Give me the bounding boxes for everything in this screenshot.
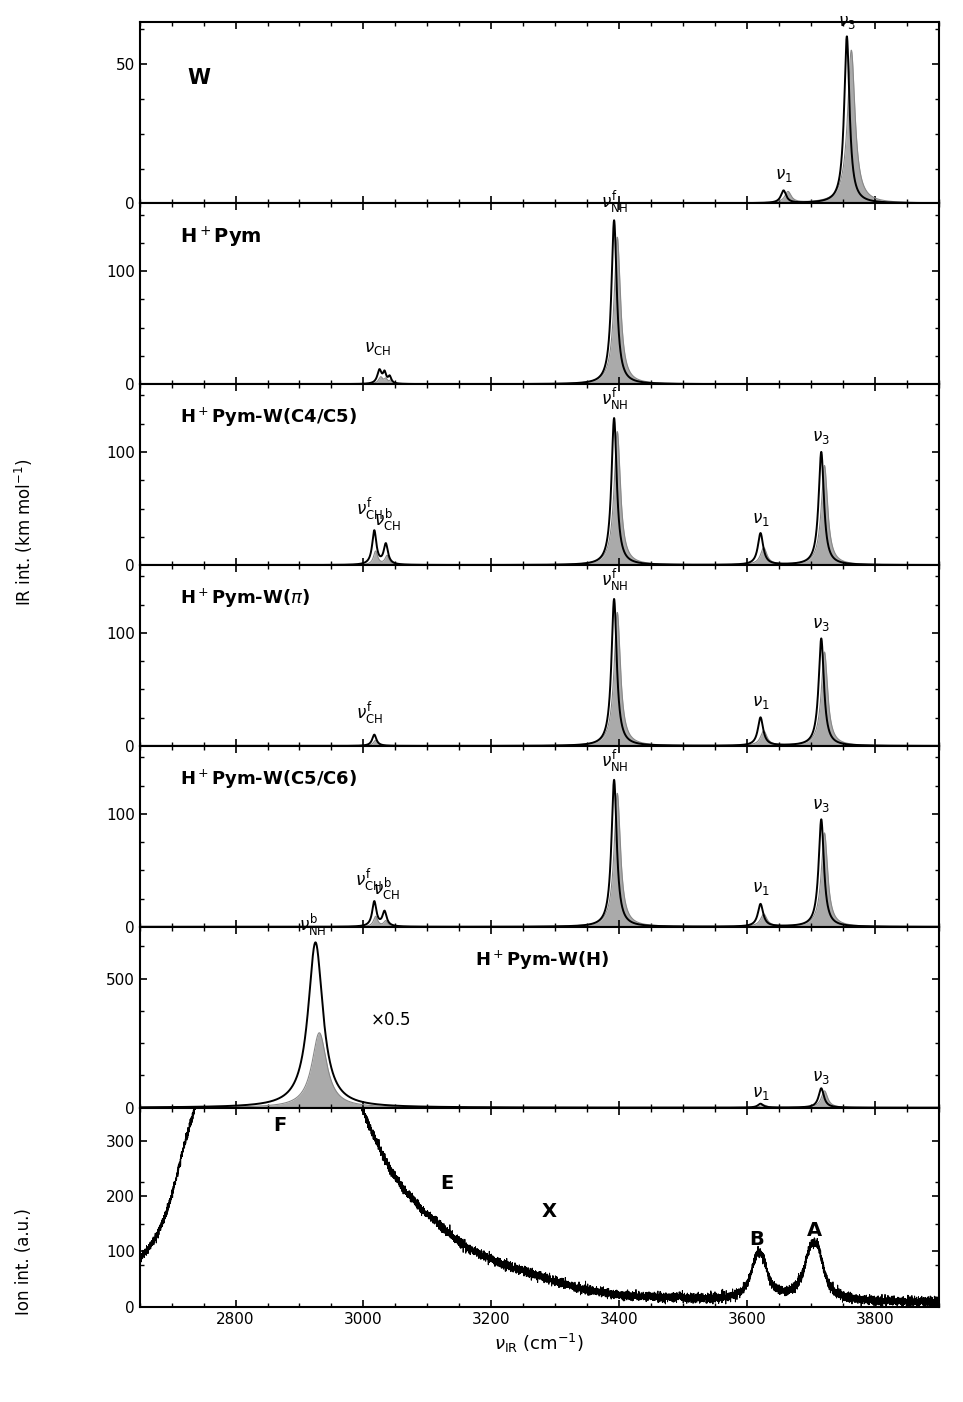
Text: $\nu^{\mathrm{b}}_{\mathrm{CH}}$: $\nu^{\mathrm{b}}_{\mathrm{CH}}$: [373, 876, 400, 901]
Text: E: E: [440, 1175, 454, 1193]
Text: $\times$0.5: $\times$0.5: [370, 1011, 410, 1029]
Text: H$^+$Pym-W(C4/C5): H$^+$Pym-W(C4/C5): [180, 407, 357, 429]
Text: $\nu_1$: $\nu_1$: [752, 1084, 769, 1102]
Text: A: A: [807, 1221, 821, 1241]
Text: H$^+$Pym-W(H): H$^+$Pym-W(H): [476, 949, 610, 972]
Text: $\nu^{\mathrm{f}}_{\mathrm{NH}}$: $\nu^{\mathrm{f}}_{\mathrm{NH}}$: [601, 386, 628, 412]
Text: B: B: [749, 1230, 764, 1249]
Text: H$^+$Pym-W($\pi$): H$^+$Pym-W($\pi$): [180, 587, 310, 610]
Text: $\nu_3$: $\nu_3$: [813, 1068, 830, 1085]
Text: $\nu^{\mathrm{f}}_{\mathrm{NH}}$: $\nu^{\mathrm{f}}_{\mathrm{NH}}$: [601, 749, 628, 774]
Text: $\nu_3$: $\nu_3$: [813, 615, 830, 632]
Text: IR int. (km mol$^{-1}$): IR int. (km mol$^{-1}$): [13, 458, 35, 607]
Text: $\nu^{\mathrm{b}}_{\mathrm{CH}}$: $\nu^{\mathrm{b}}_{\mathrm{CH}}$: [375, 508, 402, 533]
Text: H$^+$Pym: H$^+$Pym: [180, 224, 261, 251]
Text: $\nu^{\mathrm{f}}_{\mathrm{CH}}$: $\nu^{\mathrm{f}}_{\mathrm{CH}}$: [356, 496, 383, 522]
Text: $\nu^{\mathrm{b}}_{\mathrm{NH}}$: $\nu^{\mathrm{b}}_{\mathrm{NH}}$: [299, 913, 325, 938]
Text: $\nu_1$: $\nu_1$: [752, 693, 769, 711]
Text: F: F: [273, 1116, 287, 1136]
Text: $\nu_3$: $\nu_3$: [813, 429, 830, 446]
Text: $\nu_1$: $\nu_1$: [774, 165, 793, 184]
Text: $\nu^{\mathrm{f}}_{\mathrm{NH}}$: $\nu^{\mathrm{f}}_{\mathrm{NH}}$: [601, 188, 628, 215]
Text: $\nu^{\mathrm{f}}_{\mathrm{CH}}$: $\nu^{\mathrm{f}}_{\mathrm{CH}}$: [355, 866, 382, 893]
Text: $\nu^{\mathrm{f}}_{\mathrm{CH}}$: $\nu^{\mathrm{f}}_{\mathrm{CH}}$: [356, 700, 383, 726]
Text: H$^+$Pym-W(C5/C6): H$^+$Pym-W(C5/C6): [180, 768, 357, 791]
Text: W: W: [188, 67, 211, 88]
Text: $\nu_1$: $\nu_1$: [752, 510, 769, 527]
Text: $\nu^{\mathrm{f}}_{\mathrm{NH}}$: $\nu^{\mathrm{f}}_{\mathrm{NH}}$: [601, 568, 628, 593]
Text: Ion int. (a.u.): Ion int. (a.u.): [15, 1209, 33, 1315]
Text: $\nu_3$: $\nu_3$: [813, 796, 830, 813]
Text: $\nu_{\mathrm{CH}}$: $\nu_{\mathrm{CH}}$: [364, 339, 391, 358]
Text: $\nu_1$: $\nu_1$: [752, 879, 769, 897]
Text: $\nu_3$: $\nu_3$: [838, 13, 856, 31]
Text: X: X: [541, 1202, 557, 1221]
X-axis label: $\nu_{\mathrm{IR}}$ (cm$^{-1}$): $\nu_{\mathrm{IR}}$ (cm$^{-1}$): [494, 1332, 585, 1356]
